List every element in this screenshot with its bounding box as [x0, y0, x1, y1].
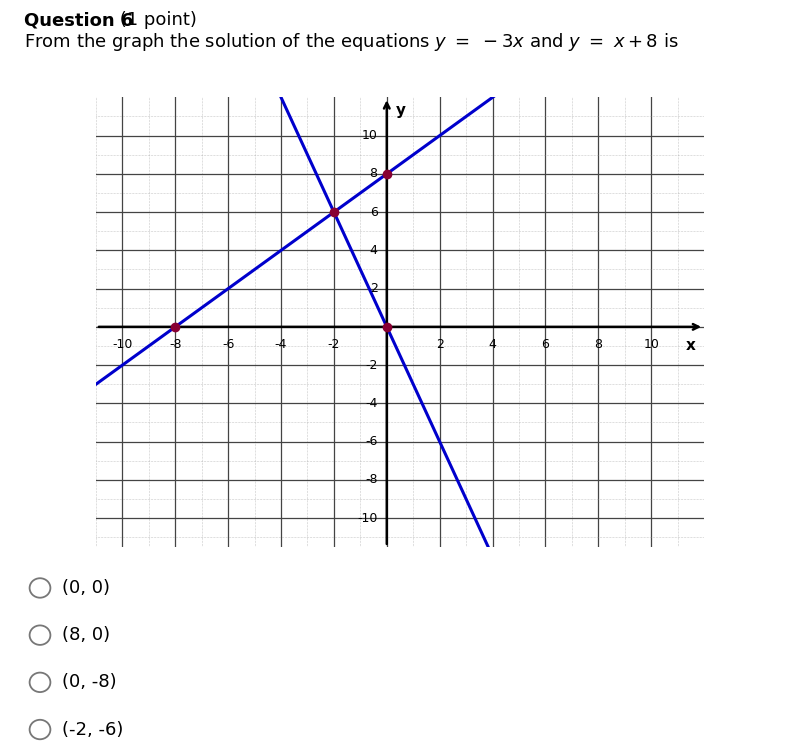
- Text: 10: 10: [362, 129, 378, 142]
- Text: -10: -10: [357, 512, 378, 524]
- Text: -8: -8: [365, 473, 378, 486]
- Text: 8: 8: [370, 167, 378, 181]
- Text: (0, 0): (0, 0): [62, 579, 110, 597]
- Text: x: x: [686, 339, 696, 354]
- Text: 2: 2: [370, 282, 378, 295]
- Text: (8, 0): (8, 0): [62, 626, 110, 644]
- Text: -4: -4: [365, 397, 378, 410]
- Text: 10: 10: [643, 339, 659, 351]
- Text: 4: 4: [370, 244, 378, 257]
- Text: -2: -2: [328, 339, 340, 351]
- Text: -8: -8: [169, 339, 182, 351]
- Text: (-2, -6): (-2, -6): [62, 721, 124, 739]
- Text: 4: 4: [489, 339, 497, 351]
- Text: -6: -6: [222, 339, 234, 351]
- Text: 2: 2: [436, 339, 443, 351]
- Text: -6: -6: [365, 435, 378, 448]
- Text: (1 point): (1 point): [114, 11, 197, 29]
- Text: -2: -2: [365, 359, 378, 372]
- Text: -4: -4: [275, 339, 287, 351]
- Text: 6: 6: [370, 206, 378, 219]
- Text: 8: 8: [594, 339, 602, 351]
- Text: From the graph the solution of the equations $y\ =\ -3x$ and $y\ =\ x+8$ is: From the graph the solution of the equat…: [24, 31, 678, 53]
- Text: y: y: [396, 103, 406, 118]
- Text: Question 6: Question 6: [24, 11, 134, 29]
- Text: (0, -8): (0, -8): [62, 673, 117, 691]
- Text: -10: -10: [112, 339, 133, 351]
- Text: 6: 6: [542, 339, 550, 351]
